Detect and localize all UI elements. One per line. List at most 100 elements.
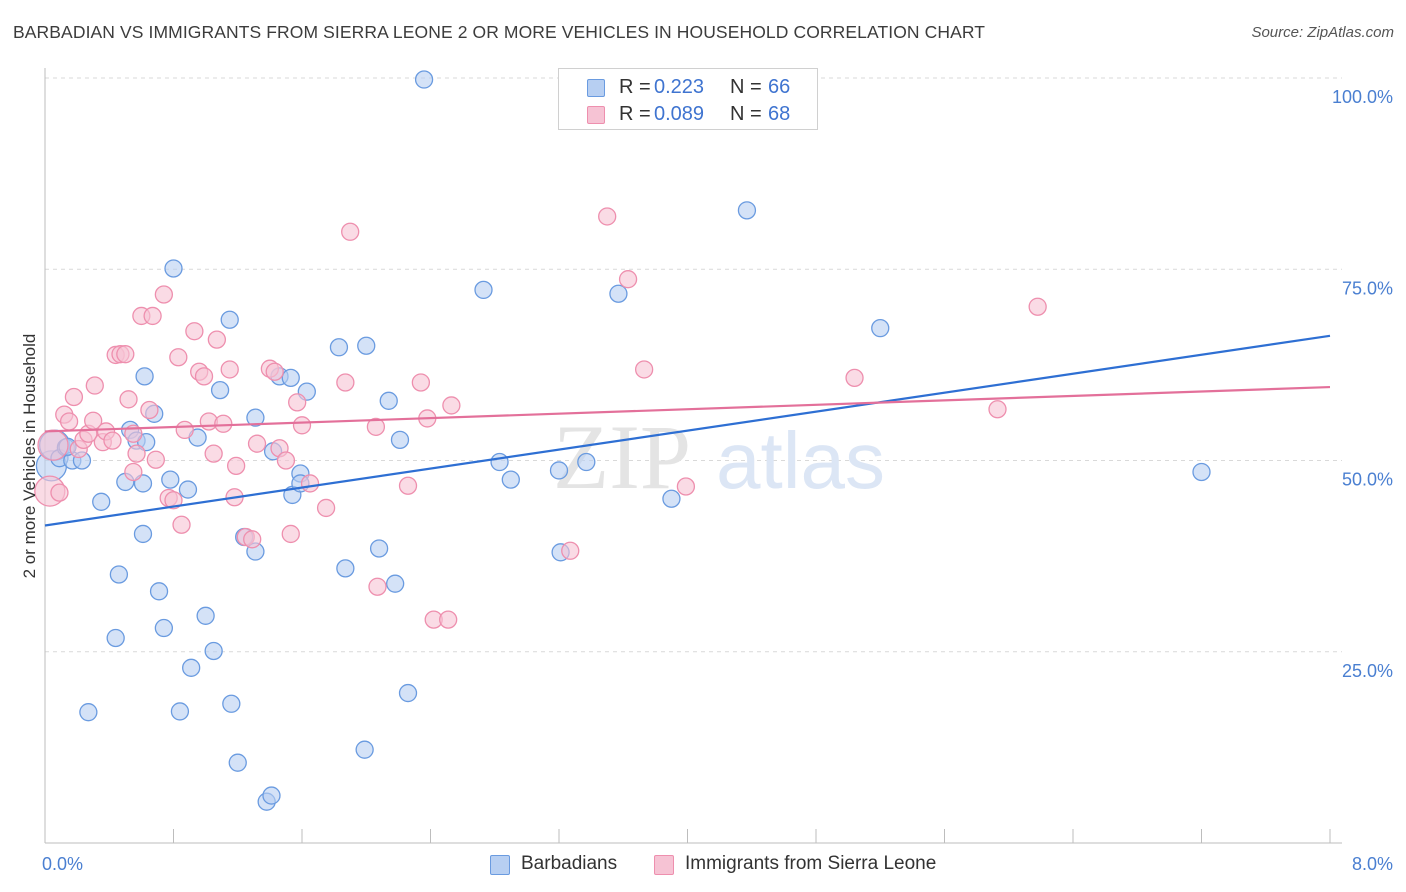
barbadian-point[interactable]	[474, 280, 493, 300]
y-tick-label: 50.0%	[1342, 470, 1393, 490]
sierra-leone-point[interactable]	[154, 285, 174, 304]
barbadian-point[interactable]	[549, 461, 569, 480]
sierra-leone-point[interactable]	[103, 431, 122, 450]
sierra-leone-point[interactable]	[336, 373, 355, 392]
sierra-leone-point[interactable]	[439, 610, 458, 629]
barbadian-point[interactable]	[161, 470, 180, 489]
sierra-leone-point[interactable]	[214, 414, 233, 433]
sierra-leone-point[interactable]	[127, 444, 146, 463]
barbadian-point[interactable]	[609, 284, 628, 303]
barbadian-point[interactable]	[662, 489, 681, 508]
barbadian-point[interactable]	[170, 702, 190, 721]
y-tick-labels: 25.0% 50.0% 75.0% 100.0%	[1332, 87, 1393, 681]
barbadian-point[interactable]	[154, 618, 174, 638]
sierra-leone-point[interactable]	[845, 368, 864, 388]
sierra-leone-point[interactable]	[341, 222, 360, 241]
barbadian-point[interactable]	[164, 259, 183, 278]
barbadian-point[interactable]	[79, 703, 98, 722]
sierra-leone-point[interactable]	[37, 429, 69, 461]
barbadian-point[interactable]	[262, 786, 281, 805]
barbadian-point[interactable]	[737, 201, 757, 220]
sierra-leone-point[interactable]	[59, 412, 79, 431]
barbadian-point[interactable]	[398, 683, 418, 703]
sierra-leone-point[interactable]	[368, 577, 387, 596]
sierra-leone-point[interactable]	[140, 400, 159, 420]
x-tick-label-max: 8.0%	[1352, 854, 1393, 874]
barbadian-point[interactable]	[1192, 462, 1211, 482]
sierra-leone-point[interactable]	[316, 498, 336, 518]
sierra-leone-point[interactable]	[276, 451, 296, 470]
sierra-leone-point[interactable]	[194, 367, 214, 386]
barbadian-point[interactable]	[228, 753, 247, 772]
legend-r-label: R =	[619, 76, 651, 98]
sierra-leone-point[interactable]	[634, 360, 654, 379]
sierra-leone-point[interactable]	[442, 396, 461, 415]
barbadian-point[interactable]	[92, 492, 111, 511]
barbadian-point[interactable]	[109, 565, 129, 584]
sierra-leone-point[interactable]	[124, 462, 143, 482]
sierra-leone-point[interactable]	[561, 541, 580, 560]
sierra-leone-point[interactable]	[226, 456, 246, 476]
barbadian-point[interactable]	[182, 658, 201, 677]
barbadian-point[interactable]	[281, 368, 300, 388]
trendline-barbadians	[44, 334, 1331, 527]
barbadian-point[interactable]	[369, 539, 389, 558]
barbadian-point[interactable]	[329, 338, 349, 357]
barbadian-point[interactable]	[133, 524, 153, 544]
barbadian-point[interactable]	[336, 559, 355, 578]
barbadian-point[interactable]	[390, 430, 410, 449]
sierra-leone-point[interactable]	[618, 270, 638, 289]
sierra-leone-point[interactable]	[164, 491, 183, 510]
barbadian-point[interactable]	[178, 480, 198, 499]
barbadian-point[interactable]	[379, 391, 398, 410]
sierra-leone-point[interactable]	[366, 417, 386, 436]
barbadian-point[interactable]	[222, 694, 241, 713]
barbadian-point[interactable]	[577, 452, 596, 472]
sierra-leone-point[interactable]	[243, 530, 262, 549]
sierra-leone-point[interactable]	[247, 434, 267, 453]
sierra-leone-point[interactable]	[172, 515, 191, 534]
barbadian-point[interactable]	[414, 70, 434, 89]
sierra-leone-point[interactable]	[207, 330, 227, 349]
barbadian-point[interactable]	[204, 641, 223, 661]
sierra-leone-point[interactable]	[169, 348, 188, 367]
legend-r-value: 0.089	[654, 103, 705, 125]
sierra-leone-point[interactable]	[988, 400, 1007, 419]
sierra-leone-point[interactable]	[676, 477, 696, 496]
sierra-leone-point[interactable]	[398, 476, 418, 495]
sierra-leone-point[interactable]	[50, 483, 69, 502]
sierra-leone-point[interactable]	[281, 524, 300, 544]
sierra-leone-point[interactable]	[64, 387, 84, 407]
barbadian-point[interactable]	[871, 319, 890, 338]
sierra-leone-point[interactable]	[292, 416, 312, 435]
sierra-leone-point[interactable]	[220, 360, 239, 379]
sierra-leone-point[interactable]	[143, 306, 162, 326]
barbadian-point[interactable]	[135, 367, 154, 386]
sierra-leone-point[interactable]	[146, 450, 165, 469]
sierra-leone-point[interactable]	[204, 444, 223, 463]
correlation-legend: R = 0.223 N = 66 R = 0.089 N = 68	[558, 68, 818, 130]
barbadian-point[interactable]	[386, 574, 405, 593]
barbadian-point[interactable]	[149, 582, 169, 601]
barbadian-point[interactable]	[355, 740, 374, 759]
sierra-leone-point[interactable]	[119, 390, 138, 409]
sierra-leone-point[interactable]	[598, 207, 617, 226]
barbadian-point[interactable]	[501, 470, 520, 489]
barbadian-point[interactable]	[220, 310, 239, 329]
barbadian-point[interactable]	[490, 452, 509, 472]
sierra-leone-point[interactable]	[1028, 297, 1047, 316]
sierra-leone-point[interactable]	[116, 345, 135, 364]
barbadian-point[interactable]	[357, 336, 376, 355]
sierra-leone-point[interactable]	[411, 373, 431, 392]
legend-n-value: 68	[768, 103, 791, 125]
sierra-leone-point[interactable]	[185, 322, 204, 341]
sierra-leone-point[interactable]	[265, 362, 284, 381]
sierra-leone-point[interactable]	[300, 474, 320, 493]
barbadian-point[interactable]	[196, 606, 215, 625]
sierra-leone-point[interactable]	[288, 393, 307, 412]
sierra-leone-point[interactable]	[85, 376, 104, 395]
barbadian-point[interactable]	[106, 628, 125, 648]
barbadian-point[interactable]	[246, 408, 265, 427]
sierra-leone-point[interactable]	[175, 420, 194, 440]
barbadian-point[interactable]	[210, 380, 230, 400]
